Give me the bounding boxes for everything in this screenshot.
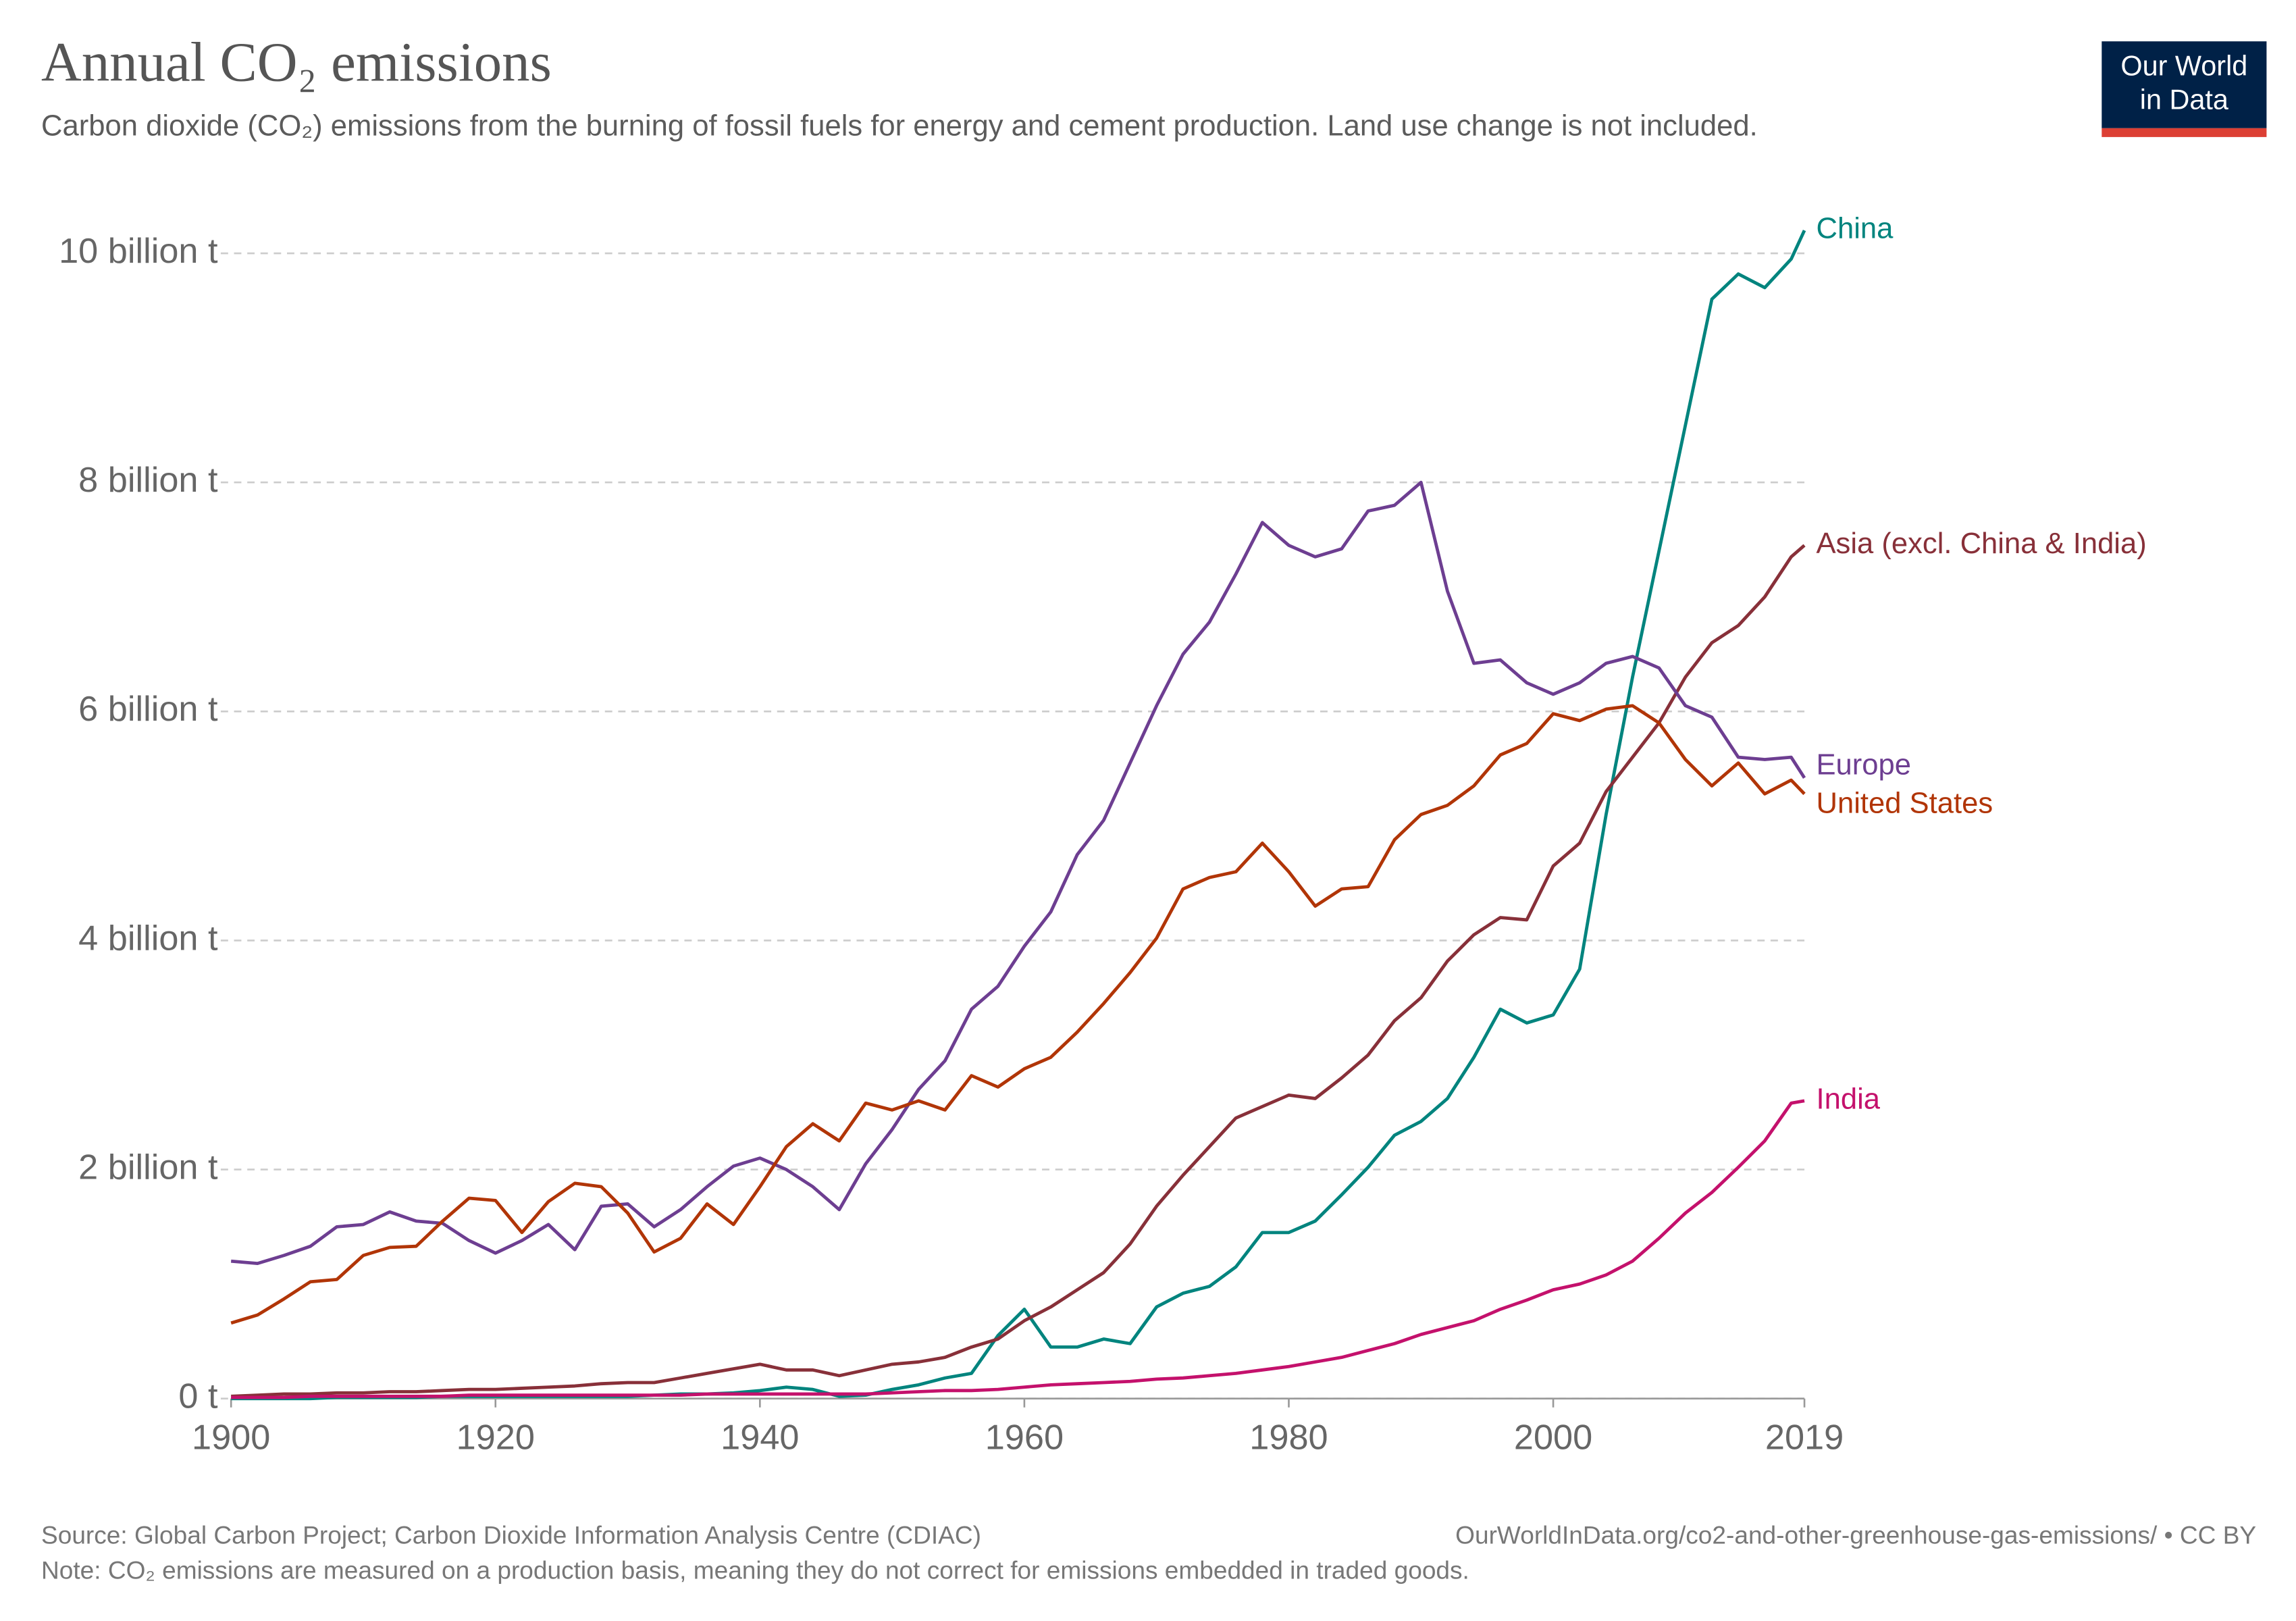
- x-tick-label: 1960: [985, 1418, 1064, 1458]
- legend-label: China: [1816, 213, 1894, 245]
- chart-title: Annual CO₂ emissions: [41, 30, 552, 93]
- legend-label: United States: [1816, 787, 1993, 819]
- x-tick-label: 2000: [1514, 1418, 1592, 1458]
- x-tick-label: 1900: [192, 1418, 270, 1458]
- x-tick-label: 1980: [1249, 1418, 1328, 1458]
- footnote: Note: CO₂ emissions are measured on a pr…: [41, 1556, 1469, 1585]
- logo-text: in Data: [2140, 84, 2229, 115]
- series-line: [230, 480, 1806, 1266]
- series-line: [231, 1099, 1805, 1399]
- logo: Our World in Data: [2102, 41, 2267, 137]
- x-tick-label: 1940: [721, 1418, 799, 1458]
- chart-subtitle: Carbon dioxide (CO₂) emissions from the …: [41, 110, 1758, 143]
- x-tick-label: 1920: [456, 1418, 535, 1458]
- logo-text: Our World: [2120, 50, 2247, 81]
- legend-label: Asia (excl. China & India): [1816, 528, 2146, 560]
- legend-label: India: [1816, 1083, 1880, 1115]
- legend-label: Europe: [1816, 749, 1911, 781]
- series-line: [231, 544, 1806, 1398]
- x-tick-label: 2019: [1765, 1418, 1844, 1458]
- url-note: OurWorldInData.org/co2-and-other-greenho…: [1455, 1520, 2256, 1549]
- logo-stripe: [2102, 128, 2267, 137]
- y-tick-label: 6 billion t: [78, 690, 218, 729]
- source-note: Source: Global Carbon Project; Carbon Di…: [41, 1520, 981, 1549]
- series-line: [231, 230, 1806, 1401]
- y-tick-label: 4 billion t: [78, 919, 218, 958]
- series-line: [230, 704, 1806, 1325]
- y-tick-label: 2 billion t: [78, 1148, 218, 1187]
- y-tick-label: 0 t: [178, 1377, 218, 1416]
- y-tick-label: 10 billion t: [59, 232, 218, 271]
- y-tick-label: 8 billion t: [78, 461, 218, 500]
- logo-background: [2102, 41, 2267, 128]
- subtitle-box: Carbon dioxide (CO₂) emissions from the …: [41, 110, 1758, 143]
